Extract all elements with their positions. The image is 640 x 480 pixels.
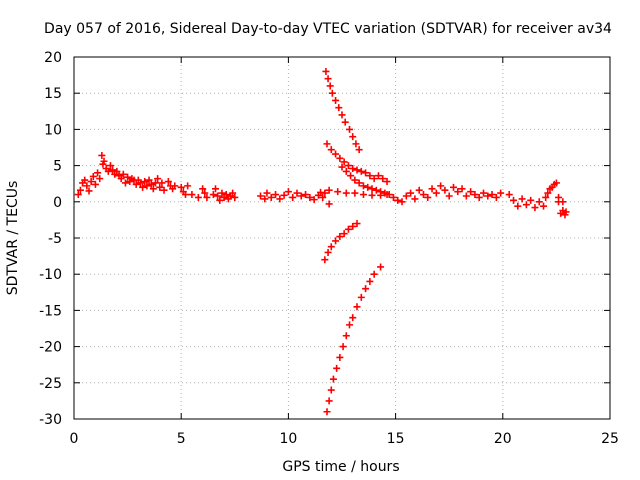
y-tick-labels: 20 15 10 5 0 -5 -10 -15 -20 -25 -30 [39,50,62,428]
y-tick-label: 0 [53,195,62,211]
y-tick-label: 10 [44,122,62,138]
y-axis-label: SDTVAR / TECUs [5,181,21,296]
y-tick-label: 5 [53,159,62,175]
x-tick-labels: 0 5 10 15 20 25 [70,431,619,447]
data-points [74,67,570,416]
y-tick-label: -20 [39,340,62,356]
y-tick-label: 15 [44,86,62,102]
x-tick-label: 5 [177,431,186,447]
x-tick-label: 25 [601,431,619,447]
grid-lines [74,57,610,419]
y-tick-label: -10 [39,267,62,283]
x-axis-label: GPS time / hours [282,459,399,475]
axis-ticks [73,56,611,420]
chart-title: Day 057 of 2016, Sidereal Day-to-day VTE… [44,21,612,37]
x-tick-label: 20 [494,431,512,447]
x-tick-label: 10 [279,431,297,447]
y-tick-label: 20 [44,50,62,66]
x-tick-label: 15 [387,431,405,447]
x-tick-label: 0 [70,431,79,447]
y-tick-label: -25 [39,376,62,392]
y-tick-label: -5 [48,231,62,247]
y-tick-label: -30 [39,412,62,428]
data-point-marks [74,67,570,416]
y-tick-label: -15 [39,303,62,319]
